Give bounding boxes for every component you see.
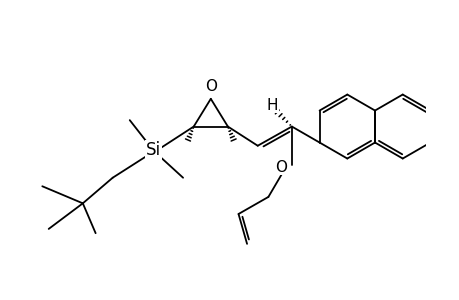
Text: Si: Si <box>146 141 161 159</box>
Text: H: H <box>266 98 278 113</box>
Text: O: O <box>204 79 216 94</box>
Text: O: O <box>274 160 286 175</box>
